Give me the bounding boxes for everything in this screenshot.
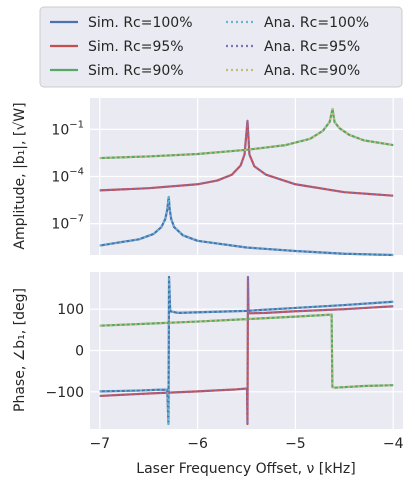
amplitude-panel: 10−110−410−7 Amplitude, |b₁|, [√W] — [12, 98, 403, 257]
series-line — [99, 107, 394, 160]
legend-label: Sim. Rc=95% — [88, 39, 184, 55]
series-line — [99, 313, 394, 389]
legend-label: Sim. Rc=100% — [88, 15, 193, 31]
series-line — [99, 275, 394, 426]
legend-entry: Ana. Rc=95% — [226, 39, 360, 55]
legend-entry: Ana. Rc=100% — [226, 15, 369, 31]
series-line — [99, 275, 394, 426]
legend: Sim. Rc=100% Ana. Rc=100% Sim. Rc=95% Ana. … — [39, 6, 403, 88]
phase-panel: 100 0 −100 −7 −6 −5 −4 Phase, ∠b₁, [deg] Lase… — [12, 272, 404, 477]
x-tick-label: −6 — [187, 436, 208, 452]
legend-label: Ana. Rc=90% — [264, 63, 360, 79]
y-tick-base: 10 — [51, 122, 69, 138]
y-tick-exponent: −4 — [69, 167, 84, 178]
frequency-axis-label: Laser Frequency Offset, ν [kHz] — [136, 461, 355, 477]
amplitude-axis-label: Amplitude, |b₁|, [√W] — [12, 102, 28, 249]
legend-label: Ana. Rc=100% — [264, 15, 369, 31]
legend-entry: Ana. Rc=90% — [226, 63, 360, 79]
legend-frame — [39, 6, 403, 88]
y-tick-label: 10−7 — [51, 214, 84, 233]
y-tick-label: 100 — [57, 302, 84, 318]
x-tick-label: −4 — [383, 436, 404, 452]
series-line — [99, 195, 394, 256]
y-tick-label: −100 — [46, 385, 84, 401]
y-tick-exponent: −1 — [69, 119, 84, 130]
y-tick-base: 10 — [51, 170, 69, 186]
x-tick-label: −5 — [285, 436, 306, 452]
series-line — [99, 119, 394, 197]
legend-entry: Sim. Rc=90% — [50, 63, 184, 79]
legend-entry: Sim. Rc=100% — [50, 15, 193, 31]
y-tick-label: 10−4 — [51, 167, 84, 186]
y-tick-label: 10−1 — [51, 119, 84, 138]
legend-entry: Sim. Rc=95% — [50, 39, 184, 55]
legend-label: Ana. Rc=95% — [264, 39, 360, 55]
y-tick-base: 10 — [51, 217, 69, 233]
x-tick-label: −7 — [89, 436, 110, 452]
y-tick-exponent: −7 — [69, 214, 84, 225]
phase-axis-label: Phase, ∠b₁, [deg] — [12, 288, 28, 412]
y-tick-label: 0 — [75, 344, 84, 360]
legend-label: Sim. Rc=90% — [88, 63, 184, 79]
